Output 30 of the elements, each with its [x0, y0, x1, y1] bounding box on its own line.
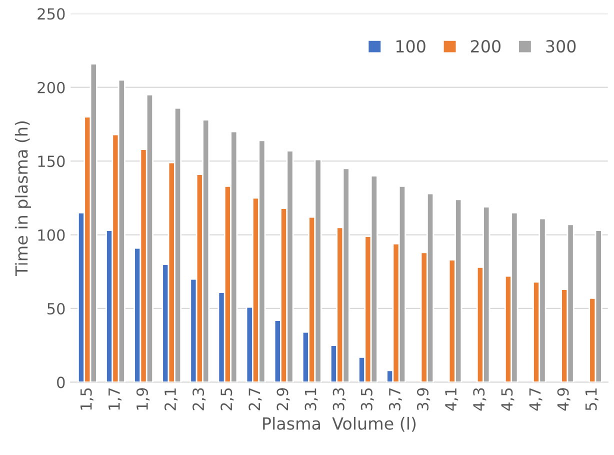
x-tick-label: 4,3: [473, 388, 486, 411]
x-tick-label: 2,7: [248, 388, 262, 410]
x-tick-label: 4,7: [529, 388, 542, 411]
y-tick-label: 250: [38, 8, 65, 20]
x-tick-label: 4,1: [445, 388, 458, 411]
x-tick-label: 3,9: [416, 388, 430, 410]
x-tick-label: 3,7: [388, 388, 402, 410]
x-tick-label: 1,5: [80, 388, 94, 410]
legend-label: 200: [471, 40, 500, 53]
x-tick-label: 5,1: [586, 388, 598, 410]
y-tick-label: 150: [38, 156, 65, 168]
x-tick-label: 4,9: [557, 388, 570, 411]
x-tick-label: 2,3: [192, 388, 206, 410]
x-tick-label: 4,5: [501, 388, 514, 411]
legend-label: 100: [396, 40, 426, 53]
x-tick-label: 3,5: [360, 388, 374, 410]
x-tick-label: 2,9: [276, 388, 290, 410]
x-tick-label: 2,1: [164, 388, 178, 410]
legend-label: 300: [546, 40, 576, 53]
x-tick-label: 3,1: [304, 388, 318, 410]
y-tick-label: 50: [47, 302, 65, 315]
x-axis-title: Plasma Volume (l): [263, 416, 416, 432]
x-tick-label: 1,7: [108, 388, 122, 410]
y-tick-label: 0: [57, 376, 65, 388]
x-tick-label: 2,5: [220, 388, 234, 410]
y-tick-label: 200: [38, 82, 65, 94]
x-tick-label: 3,3: [332, 388, 346, 410]
y-tick-label: 100: [38, 229, 65, 241]
y-axis-title: Time in plasma (h): [14, 121, 32, 276]
x-tick-label: 1,9: [136, 388, 150, 410]
